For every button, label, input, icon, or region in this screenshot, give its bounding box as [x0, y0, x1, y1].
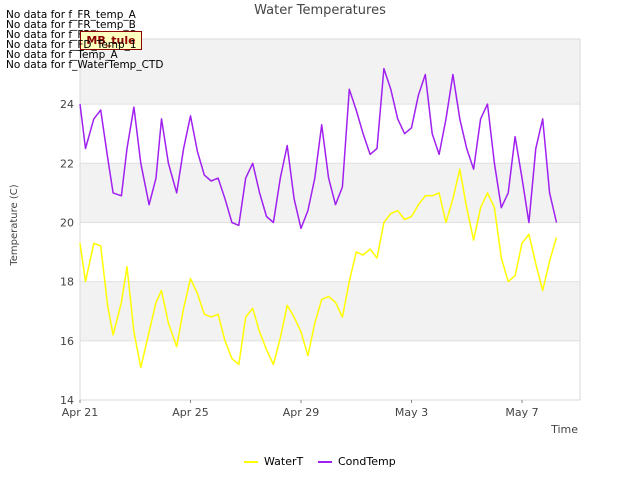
- no-data-message: No data for f_FR_temp_C: [6, 29, 136, 41]
- y-axis-label: Temperature (C): [9, 184, 20, 266]
- plot-frame: [79, 38, 581, 401]
- series-lines: [79, 67, 558, 369]
- series-line-watert: [79, 168, 558, 369]
- y-tick-label: 14: [60, 394, 74, 407]
- no-data-message: No data for f_Temp_A: [6, 49, 118, 61]
- legend-label: WaterT: [264, 455, 304, 468]
- no-data-message: No data for f_WaterTemp_CTD: [6, 59, 164, 71]
- x-tick-label: Apr 21: [62, 406, 99, 419]
- x-tick-label: Apr 25: [172, 406, 209, 419]
- y-tick-label: 22: [60, 157, 74, 170]
- chart-title: Water Temperatures: [254, 3, 386, 18]
- no-data-message: No data for f_FR_temp_A: [6, 9, 136, 21]
- grid-bands: [80, 39, 580, 401]
- series-line-condtemp: [79, 67, 558, 230]
- y-tick-label: 16: [60, 335, 74, 348]
- no-data-message: No data for f_FR_temp_B: [6, 19, 136, 31]
- legend-label: CondTemp: [338, 455, 396, 468]
- x-axis-ticks: Apr 21 Apr 25 Apr 29 May 3 May 7: [62, 400, 539, 419]
- y-tick-label: 18: [60, 276, 74, 289]
- grid-band: [80, 39, 580, 105]
- legend: WaterT CondTemp: [244, 455, 396, 468]
- no-data-message: No data for f_FD_Temp_1: [6, 39, 137, 51]
- x-tick-label: Apr 29: [283, 406, 320, 419]
- x-axis-label: Time: [550, 423, 578, 436]
- y-tick-label: 20: [60, 216, 74, 229]
- site-badge: MB_tule: [80, 31, 142, 50]
- y-axis-ticks: 14 16 18 20 22 24: [60, 98, 74, 407]
- grid-band: [80, 281, 580, 341]
- y-tick-label: 24: [60, 98, 74, 111]
- x-tick-label: May 3: [395, 406, 428, 419]
- x-tick-label: May 7: [505, 406, 538, 419]
- grid-band: [80, 163, 580, 223]
